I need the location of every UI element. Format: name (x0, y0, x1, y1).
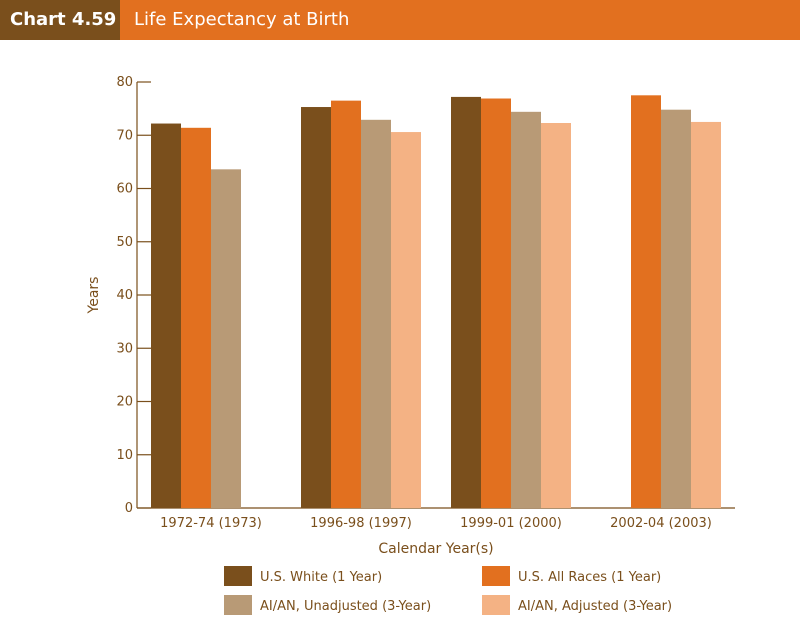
chart-title: Life Expectancy at Birth (120, 0, 800, 40)
y-axis-title: Years (86, 277, 102, 315)
x-tick-label: 1972-74 (1973) (160, 516, 262, 531)
y-tick-label: 50 (116, 235, 133, 250)
bar (391, 132, 421, 508)
bar (151, 123, 181, 508)
legend-swatch (482, 566, 510, 586)
legend-label: AI/AN, Adjusted (3-Year) (518, 599, 672, 614)
bar (691, 121, 721, 508)
x-tick-label: 2002-04 (2003) (610, 516, 712, 531)
bar (361, 119, 391, 509)
bar (301, 107, 331, 508)
bar (631, 95, 661, 508)
bar (511, 111, 541, 508)
y-tick-label: 20 (116, 395, 133, 410)
y-tick-label: 40 (116, 288, 133, 303)
y-tick-label: 10 (116, 448, 133, 463)
x-tick-label: 1996-98 (1997) (310, 516, 412, 531)
bar (331, 100, 361, 508)
x-tick-label: 1999-01 (2000) (460, 516, 562, 531)
chart-number: Chart 4.59 (0, 0, 120, 40)
y-tick-label: 70 (116, 128, 133, 143)
legend-swatch (224, 595, 252, 615)
bar (541, 123, 571, 508)
bar (181, 127, 211, 509)
y-tick-label: 60 (116, 182, 133, 197)
y-tick-label: 0 (125, 501, 133, 516)
bar (661, 109, 691, 508)
chart-header: Chart 4.59 Life Expectancy at Birth (0, 0, 800, 40)
x-axis-title: Calendar Year(s) (378, 541, 493, 557)
legend-swatch (482, 595, 510, 615)
legend-swatch (224, 566, 252, 586)
y-tick-label: 80 (116, 75, 133, 90)
legend-label: AI/AN, Unadjusted (3-Year) (260, 599, 431, 614)
legend-label: U.S. White (1 Year) (260, 570, 382, 585)
legend-label: U.S. All Races (1 Year) (518, 570, 661, 585)
y-tick-label: 30 (116, 341, 133, 356)
bar (211, 169, 241, 508)
bar (451, 96, 481, 508)
bar (481, 98, 511, 508)
